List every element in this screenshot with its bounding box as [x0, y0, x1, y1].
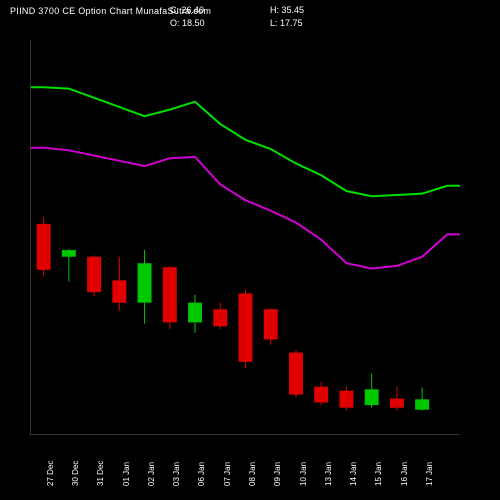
x-tick-label: 02 Jan — [147, 462, 156, 486]
ohlc-low: L: 17.75 — [270, 17, 370, 30]
x-tick-label: 17 Jan — [425, 462, 434, 486]
plot-area — [30, 40, 460, 435]
candle — [390, 387, 404, 411]
ohlc-readout: C: 26.40 H: 35.45 O: 18.50 L: 17.75 — [170, 4, 370, 30]
candle — [264, 308, 278, 345]
x-tick-label: 06 Jan — [197, 462, 206, 486]
ohlc-open: O: 18.50 — [170, 17, 270, 30]
ohlc-high-value: 35.45 — [282, 5, 305, 15]
x-tick-label: 01 Jan — [122, 462, 131, 486]
x-tick-label: 30 Dec — [71, 461, 80, 486]
plot-svg — [31, 40, 460, 434]
x-tick-label: 13 Jan — [324, 462, 333, 486]
candle — [62, 249, 76, 282]
candle — [138, 250, 152, 324]
candle — [314, 381, 328, 405]
x-tick-label: 07 Jan — [223, 462, 232, 486]
candle — [213, 303, 227, 329]
ohlc-low-value: 17.75 — [280, 18, 303, 28]
ohlc-open-value: 18.50 — [182, 18, 205, 28]
x-tick-label: 09 Jan — [273, 462, 282, 486]
x-tick-label: 08 Jan — [248, 462, 257, 486]
x-tick-label: 15 Jan — [374, 462, 383, 486]
x-tick-label: 14 Jan — [349, 462, 358, 486]
candle — [188, 295, 202, 333]
x-tick-label: 03 Jan — [172, 462, 181, 486]
candle — [163, 266, 177, 329]
candle — [339, 387, 353, 411]
x-tick-label: 27 Dec — [46, 461, 55, 486]
x-tick-label: 16 Jan — [400, 462, 409, 486]
candle — [239, 290, 253, 369]
x-tick-label: 10 Jan — [299, 462, 308, 486]
x-tick-label: 31 Dec — [96, 461, 105, 486]
candle — [87, 255, 101, 296]
candle — [112, 257, 126, 311]
ohlc-close-value: 26.40 — [182, 5, 205, 15]
candle — [415, 387, 429, 410]
candle — [365, 374, 379, 408]
candle — [289, 350, 303, 397]
ohlc-high: H: 35.45 — [270, 4, 370, 17]
ohlc-close: C: 26.40 — [170, 4, 270, 17]
candle — [37, 217, 51, 276]
x-axis-labels: 27 Dec 30 Dec 31 Dec 01 Jan 02 Jan 03 Jan 06 J… — [30, 438, 460, 493]
